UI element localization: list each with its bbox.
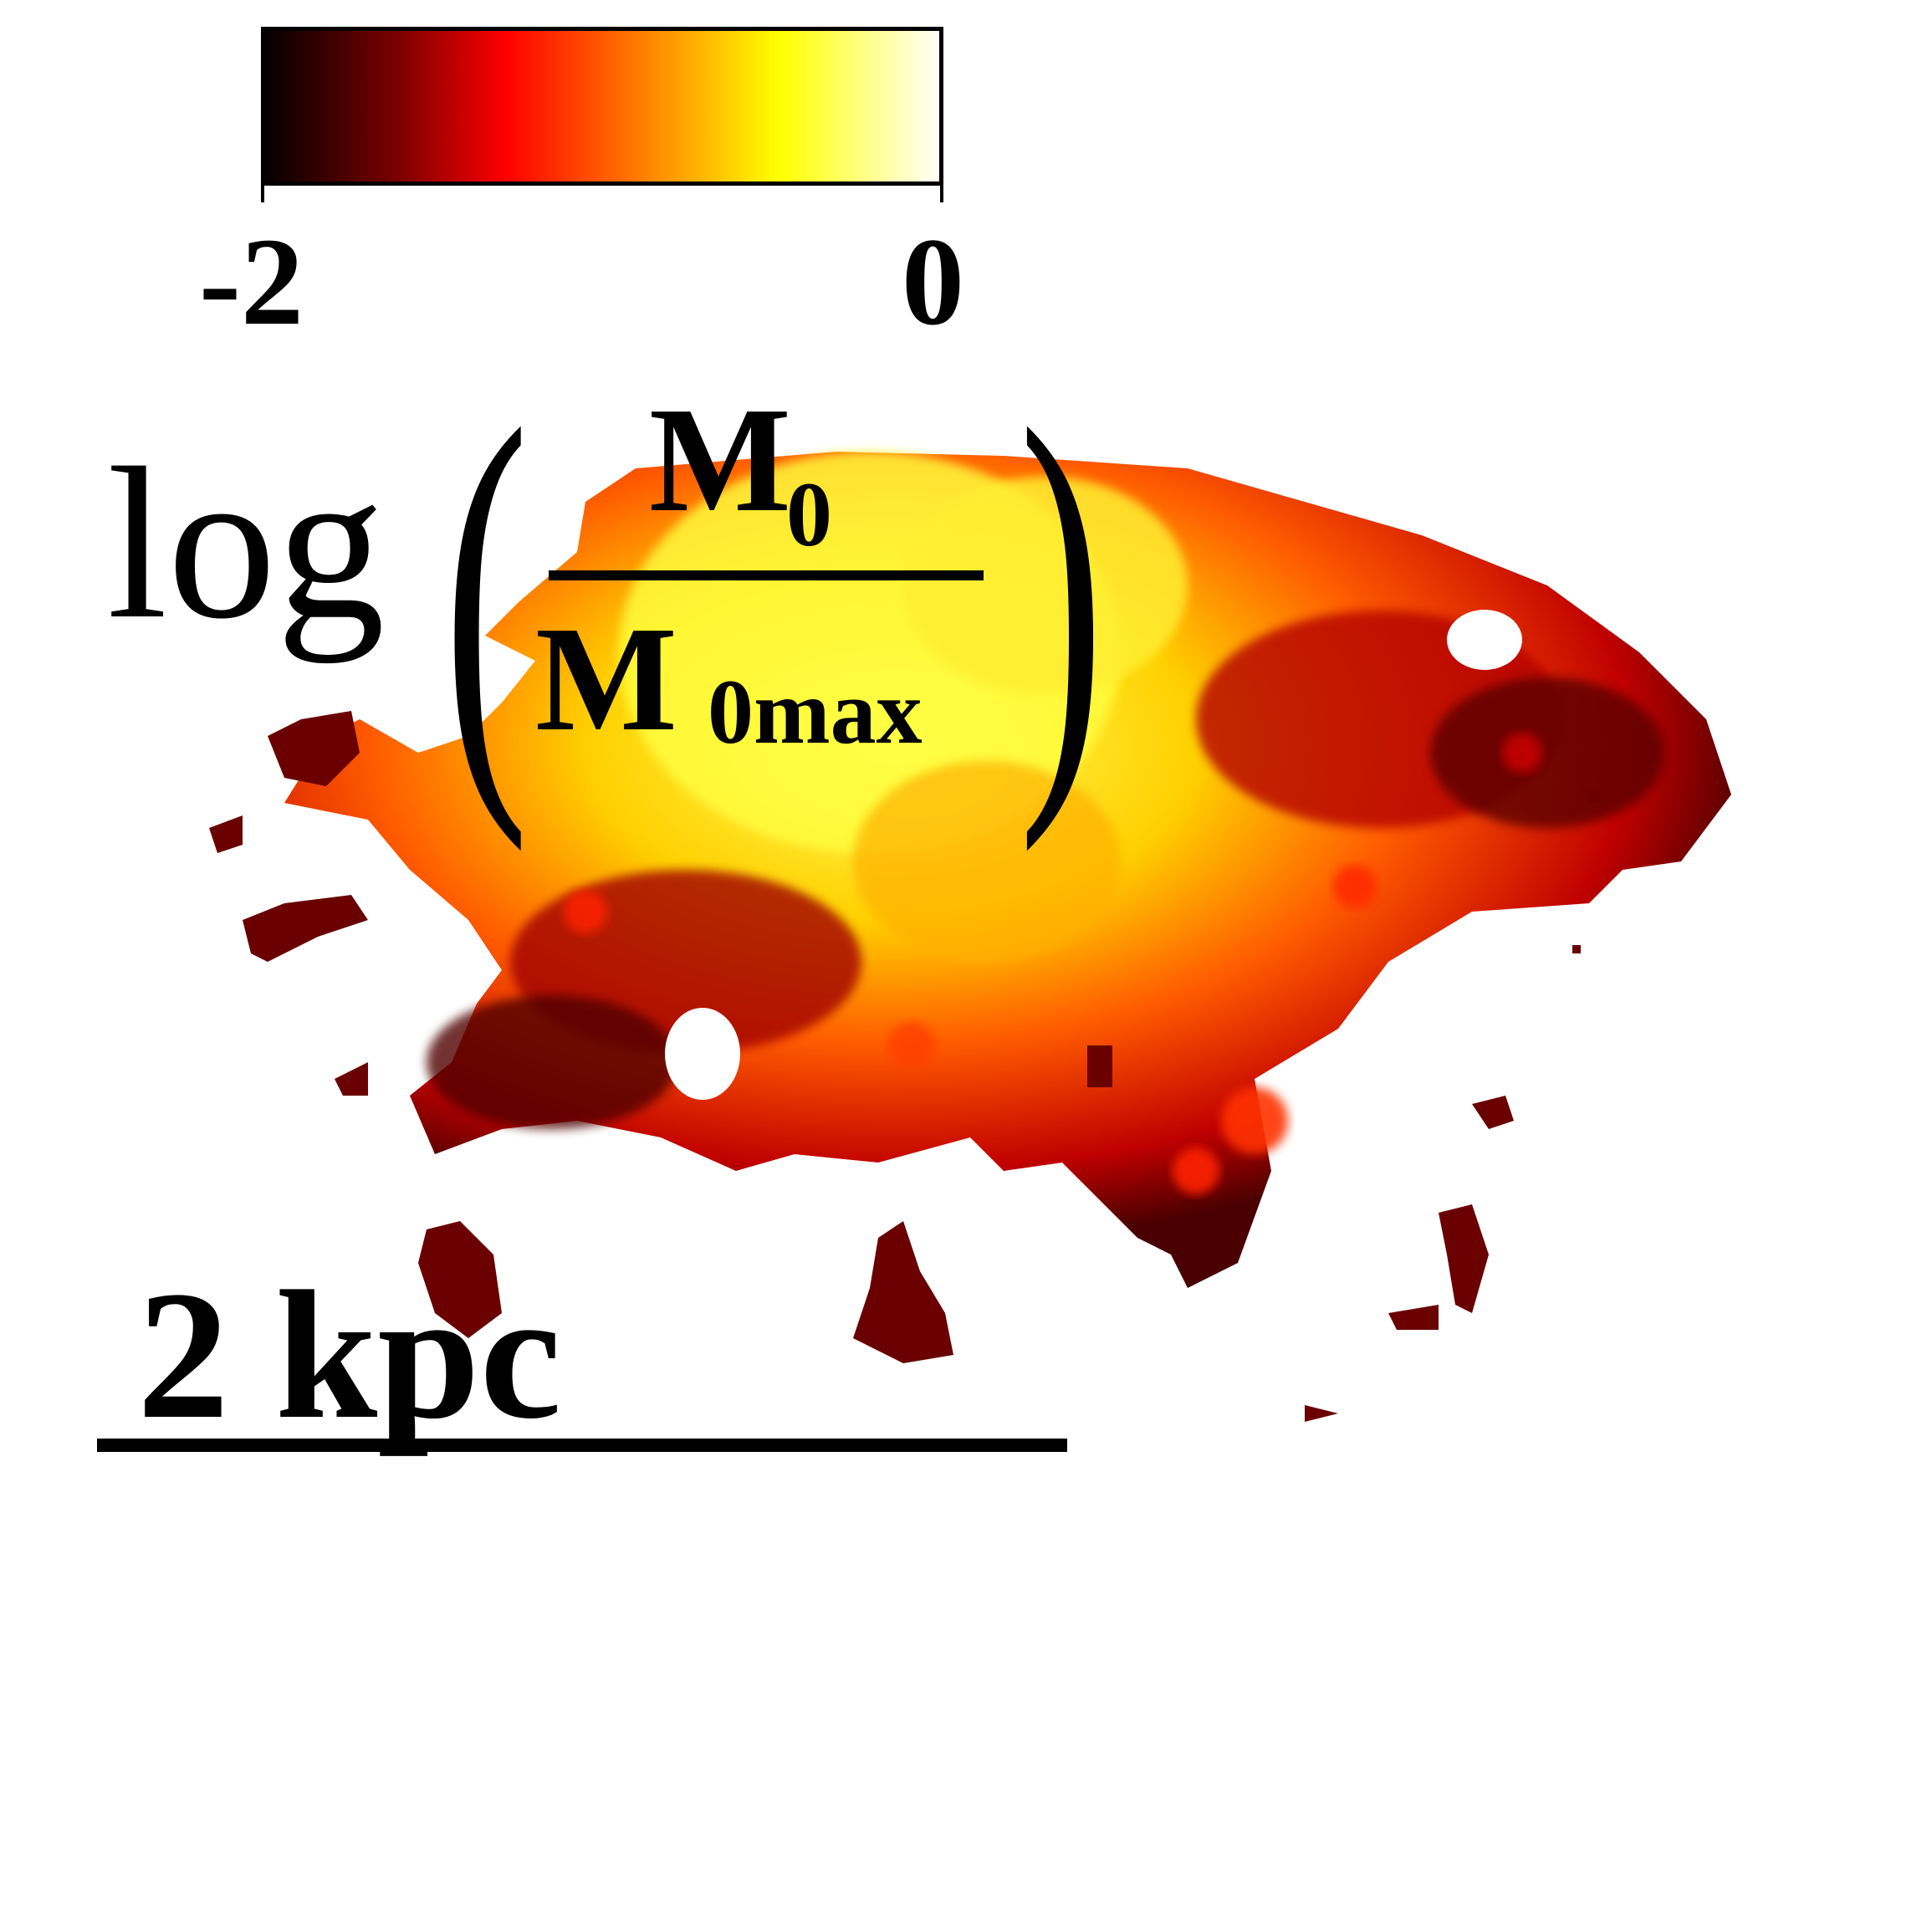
colorbar-label-denominator-subscript: 0max [708, 661, 923, 763]
colorbar [261, 27, 943, 186]
scale-bar-label: 2 kpc [137, 1253, 562, 1457]
colorbar-label-numerator: M [649, 376, 791, 543]
galaxy-body [284, 452, 1731, 1288]
colorbar-gradient [261, 27, 943, 186]
colorbar-tick-min [261, 186, 264, 202]
colorbar-label-numerator-subscript: 0 [786, 463, 832, 565]
colorbar-tick-max [940, 186, 943, 202]
colorbar-label-paren-open: ( [443, 335, 529, 853]
colorbar-label-paren-close: ) [1019, 335, 1105, 853]
colorbar-label-denominator: M [535, 595, 677, 762]
colorbar-label-fraction-bar [549, 570, 984, 580]
scale-bar [97, 1439, 1067, 1452]
outlying-clumps [209, 711, 1606, 1422]
colorbar-min-label: -2 [199, 212, 304, 351]
colorbar-max-label: 0 [902, 212, 964, 351]
colorbar-label-log: log [107, 423, 386, 664]
